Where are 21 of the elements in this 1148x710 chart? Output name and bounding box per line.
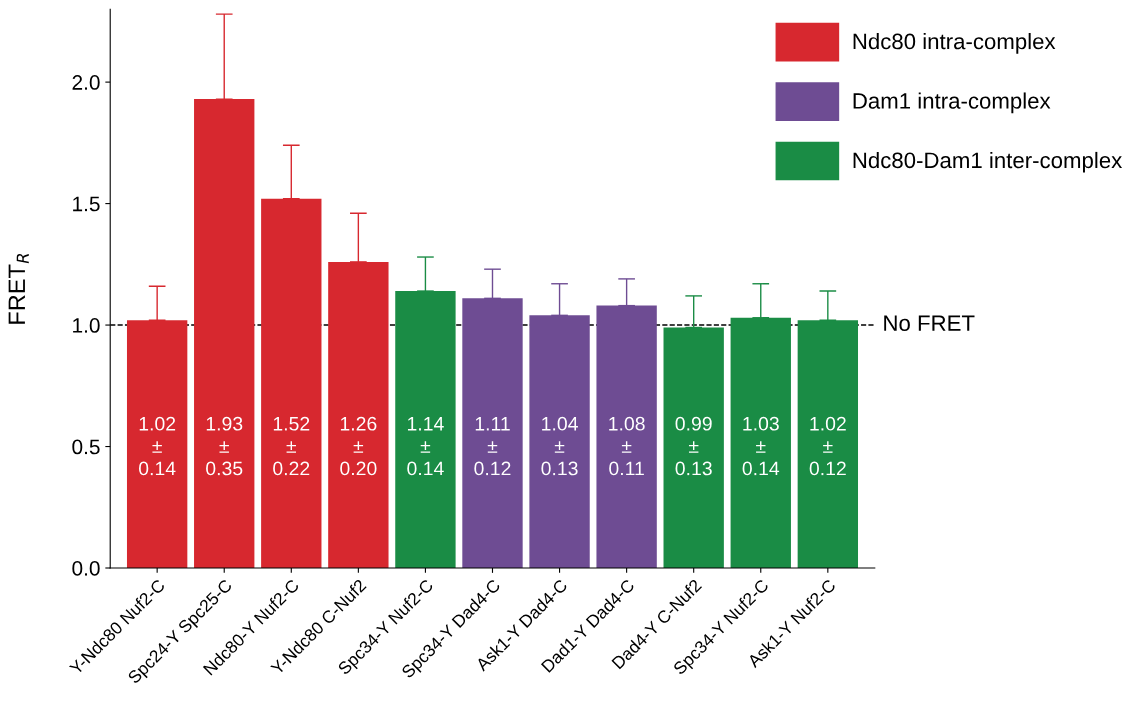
data-label: 1.02 ± 0.14 (138, 416, 176, 476)
y-tick-label: 2.0 (72, 75, 100, 90)
data-label: 1.11 ± 0.12 (474, 417, 511, 476)
y-axis-title: FRET$_{R}$ (8, 253, 29, 324)
data-label: 1.52 ± 0.22 (273, 416, 310, 476)
data-label: 1.04 ± 0.13 (541, 416, 578, 476)
ref-line-label: No FRET (884, 315, 975, 332)
legend-label: Dam1 intra-complex (853, 92, 1051, 114)
data-label: 1.02 ± 0.12 (809, 416, 846, 476)
y-tick-label: 1.0 (73, 318, 100, 333)
legend-label: Ndc80-Dam1 inter-complex (853, 151, 1123, 173)
legend-label: Ndc80 intra-complex (853, 33, 1056, 54)
data-label: 1.14 ± 0.14 (407, 417, 444, 476)
data-label: 1.26 ± 0.20 (340, 416, 377, 476)
y-tick-label: 1.5 (73, 196, 100, 212)
data-label: 0.99 ± 0.13 (675, 416, 712, 476)
data-label: 1.08 ± 0.11 (609, 416, 645, 476)
y-tick-label: 0.5 (72, 439, 100, 455)
y-tick-label: 0.0 (72, 561, 100, 576)
data-label: 1.03 ± 0.14 (742, 416, 780, 476)
data-label: 1.93 ± 0.35 (206, 416, 243, 476)
